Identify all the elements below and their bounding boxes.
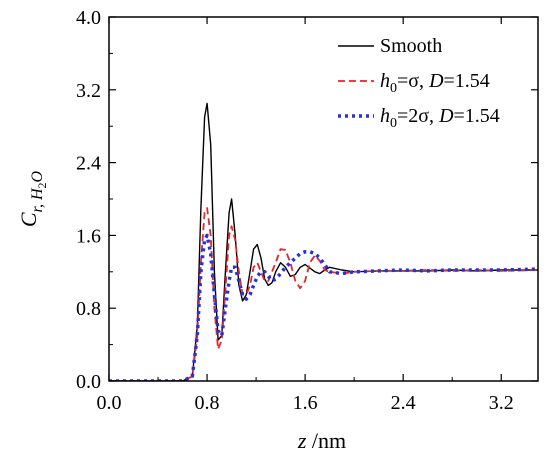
legend-label-0: Smooth: [380, 35, 442, 57]
legend-label-part: D: [428, 70, 444, 92]
legend-label-2: h0=2σ, D=1.54: [380, 105, 500, 131]
legend-label-part: h: [380, 70, 390, 92]
legend-label-part: h: [380, 105, 390, 127]
legend-label-part: Smooth: [380, 35, 442, 57]
y-tick-label: 1.6: [76, 225, 101, 247]
y-axis: 0.0 0.8 1.6 2.4 3.2 4.0: [76, 7, 538, 393]
legend-label-part: 0: [390, 116, 397, 131]
legend-label-part: =1.54: [444, 70, 490, 92]
series-layer: [109, 102, 538, 381]
series-line-0: [109, 102, 538, 381]
legend-label-part: =1.54: [454, 105, 500, 127]
y-axis-title-group: Cr, H2O: [16, 170, 49, 227]
y-axis-title-main: C: [16, 212, 41, 227]
y-axis-title: Cr, H2O: [16, 170, 49, 227]
legend-label-part: 0: [390, 81, 397, 96]
x-tick-label: 2.4: [391, 392, 416, 414]
x-tick-label: 0.8: [195, 392, 220, 414]
y-tick-label: 4.0: [76, 7, 101, 29]
y-tick-label: 2.4: [76, 153, 101, 175]
x-tick-label: 3.2: [489, 392, 514, 414]
y-axis-title-tail: O: [29, 170, 46, 182]
y-axis-title-sub: r, H: [29, 187, 46, 212]
x-axis-title-unit: /nm: [306, 428, 346, 453]
x-tick-label: 1.6: [293, 392, 318, 414]
y-axis-title-sub2: 2: [35, 182, 49, 188]
y-tick-label: 0.0: [76, 371, 101, 393]
x-axis-title-var: z: [297, 428, 307, 453]
legend-label-part: =σ,: [397, 70, 429, 92]
series-line-1: [109, 207, 538, 381]
x-axis-title: z /nm: [297, 428, 346, 453]
legend-label-1: h0=σ, D=1.54: [380, 70, 490, 96]
y-tick-label: 3.2: [76, 80, 101, 102]
series-line-2: [109, 233, 538, 381]
x-axis: 0.0 0.8 1.6 2.4 3.2: [97, 17, 514, 414]
y-tick-label: 0.8: [76, 298, 101, 320]
legend-label-part: D: [438, 105, 454, 127]
x-tick-label: 0.0: [97, 392, 122, 414]
legend-label-part: =2σ,: [397, 105, 439, 127]
